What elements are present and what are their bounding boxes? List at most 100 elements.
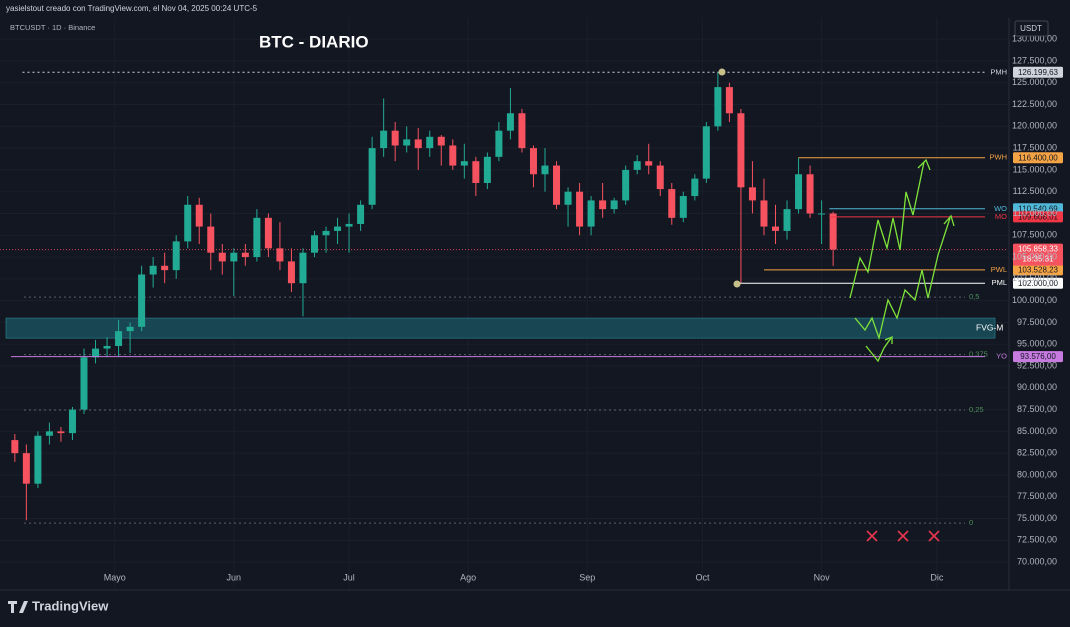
candle-body — [656, 165, 664, 190]
level-name: WO — [994, 204, 1007, 213]
candle-body — [287, 261, 295, 284]
level-name: PML — [992, 278, 1007, 287]
fib-label: 0,25 — [969, 405, 984, 414]
arrow-head — [884, 336, 893, 344]
level-value: 103.528,23 — [1018, 266, 1059, 275]
y-tick-label: 105.000,00 — [1012, 251, 1057, 261]
arrow-head — [917, 158, 931, 171]
candle-body — [714, 87, 722, 127]
y-tick-label: 125.000,00 — [1012, 77, 1057, 87]
y-tick-label: 82.500,00 — [1017, 448, 1057, 458]
currency-button[interactable] — [1014, 20, 1049, 37]
candle-body — [829, 213, 837, 250]
logo-mark — [8, 601, 28, 613]
level-name: PWL — [991, 265, 1007, 274]
candle-body — [357, 204, 365, 224]
candle-body — [334, 226, 342, 231]
y-tick-label: 112.500,00 — [1013, 186, 1057, 196]
y-tick-label: 70.000,00 — [1017, 556, 1057, 566]
candle-body — [172, 241, 180, 271]
candle-body — [195, 204, 203, 227]
projection-path — [854, 217, 951, 341]
candle-body — [529, 148, 537, 175]
candle-body — [161, 265, 169, 271]
y-tick-label: 127.500,00 — [1012, 55, 1057, 65]
arrow-head — [943, 214, 955, 227]
candle-body — [541, 165, 549, 175]
candle-body — [771, 226, 779, 231]
candle-body — [218, 252, 226, 262]
candle-body — [207, 226, 215, 253]
y-tick-label: 95.000,00 — [1017, 339, 1057, 349]
countdown: 18:35:31 — [1022, 255, 1054, 264]
candle-body — [322, 230, 330, 236]
candle-body — [795, 174, 803, 210]
overlay — [0, 249, 1008, 524]
candles — [11, 72, 837, 521]
candle-body — [518, 113, 526, 149]
y-tick-label: 100.000,00 — [1012, 295, 1057, 305]
currency-label[interactable]: USDT — [1020, 24, 1042, 33]
candle-body — [599, 200, 607, 210]
candle-body — [126, 326, 134, 332]
level-value: 93.576,00 — [1020, 352, 1056, 361]
zone-label: FVG-M — [976, 322, 1003, 332]
candle-body — [806, 174, 814, 214]
level-name: MO — [995, 212, 1007, 221]
y-tick-label: 80.000,00 — [1017, 469, 1057, 479]
last-price-box — [1013, 243, 1063, 266]
candle-body — [668, 189, 676, 218]
y-tick-label: 72.500,00 — [1017, 535, 1057, 545]
candle-body — [345, 223, 353, 227]
projection-path — [865, 337, 892, 363]
x-tick-label: Ago — [460, 572, 476, 582]
candle-body — [299, 252, 307, 284]
y-tick-label: 130.000,00 — [1012, 34, 1057, 44]
candle-body — [645, 161, 653, 166]
level-name: PWH — [990, 153, 1008, 162]
candle-body — [80, 357, 88, 410]
x-tick-label: Jun — [227, 572, 242, 582]
logo: TradingView — [8, 598, 109, 613]
level-value-box — [1013, 264, 1063, 276]
candle-body — [45, 431, 53, 436]
candle-body — [34, 435, 42, 484]
x-tick-label: Mayo — [104, 572, 126, 582]
level-name: YO — [996, 352, 1007, 361]
candle-body — [495, 130, 503, 157]
candle-body — [576, 191, 584, 227]
x-tick-label: Jul — [343, 572, 355, 582]
candle-body — [679, 196, 687, 218]
level-value-box — [1013, 66, 1063, 78]
axes: 70.000,00 72.500,00 75.000,00 77.500,00 80.0… — [104, 34, 1057, 583]
levels: FVG-M 0,5 0,375 0,25 0 PMH 126.199,63 PWH 116.40… — [11, 66, 1063, 527]
y-tick-label: 120.000,00 — [1012, 121, 1057, 131]
candle-body — [230, 252, 238, 262]
symbol-info: BTCUSDT · 1D · Binance — [10, 23, 95, 32]
candle-body — [380, 130, 388, 149]
fib-label: 0,375 — [969, 350, 988, 359]
candle-body — [483, 156, 491, 183]
level-value-box — [1013, 211, 1063, 223]
candle-body — [760, 200, 768, 227]
y-tick-label: 122.500,00 — [1012, 99, 1057, 109]
y-tick-label: 97.500,00 — [1017, 317, 1057, 327]
x-tick-label: Oct — [695, 572, 710, 582]
y-tick-label: 90.000,00 — [1017, 382, 1057, 392]
y-tick-label: 77.500,00 — [1017, 491, 1057, 501]
anchor-dot — [733, 280, 741, 288]
candle-body — [103, 345, 111, 349]
x-tick-label: Nov — [814, 572, 831, 582]
candle-body — [426, 136, 434, 149]
level-value: 126.199,63 — [1018, 68, 1059, 77]
candle-body — [449, 145, 457, 166]
candle-body — [610, 200, 618, 210]
candle-body — [460, 161, 468, 166]
level-value-box — [1013, 277, 1063, 289]
candle-body — [57, 431, 65, 434]
cross-mark — [866, 530, 878, 542]
y-tick-label: 115.000,00 — [1013, 164, 1057, 174]
candle-body — [149, 265, 157, 275]
y-tick-label: 85.000,00 — [1017, 426, 1057, 436]
